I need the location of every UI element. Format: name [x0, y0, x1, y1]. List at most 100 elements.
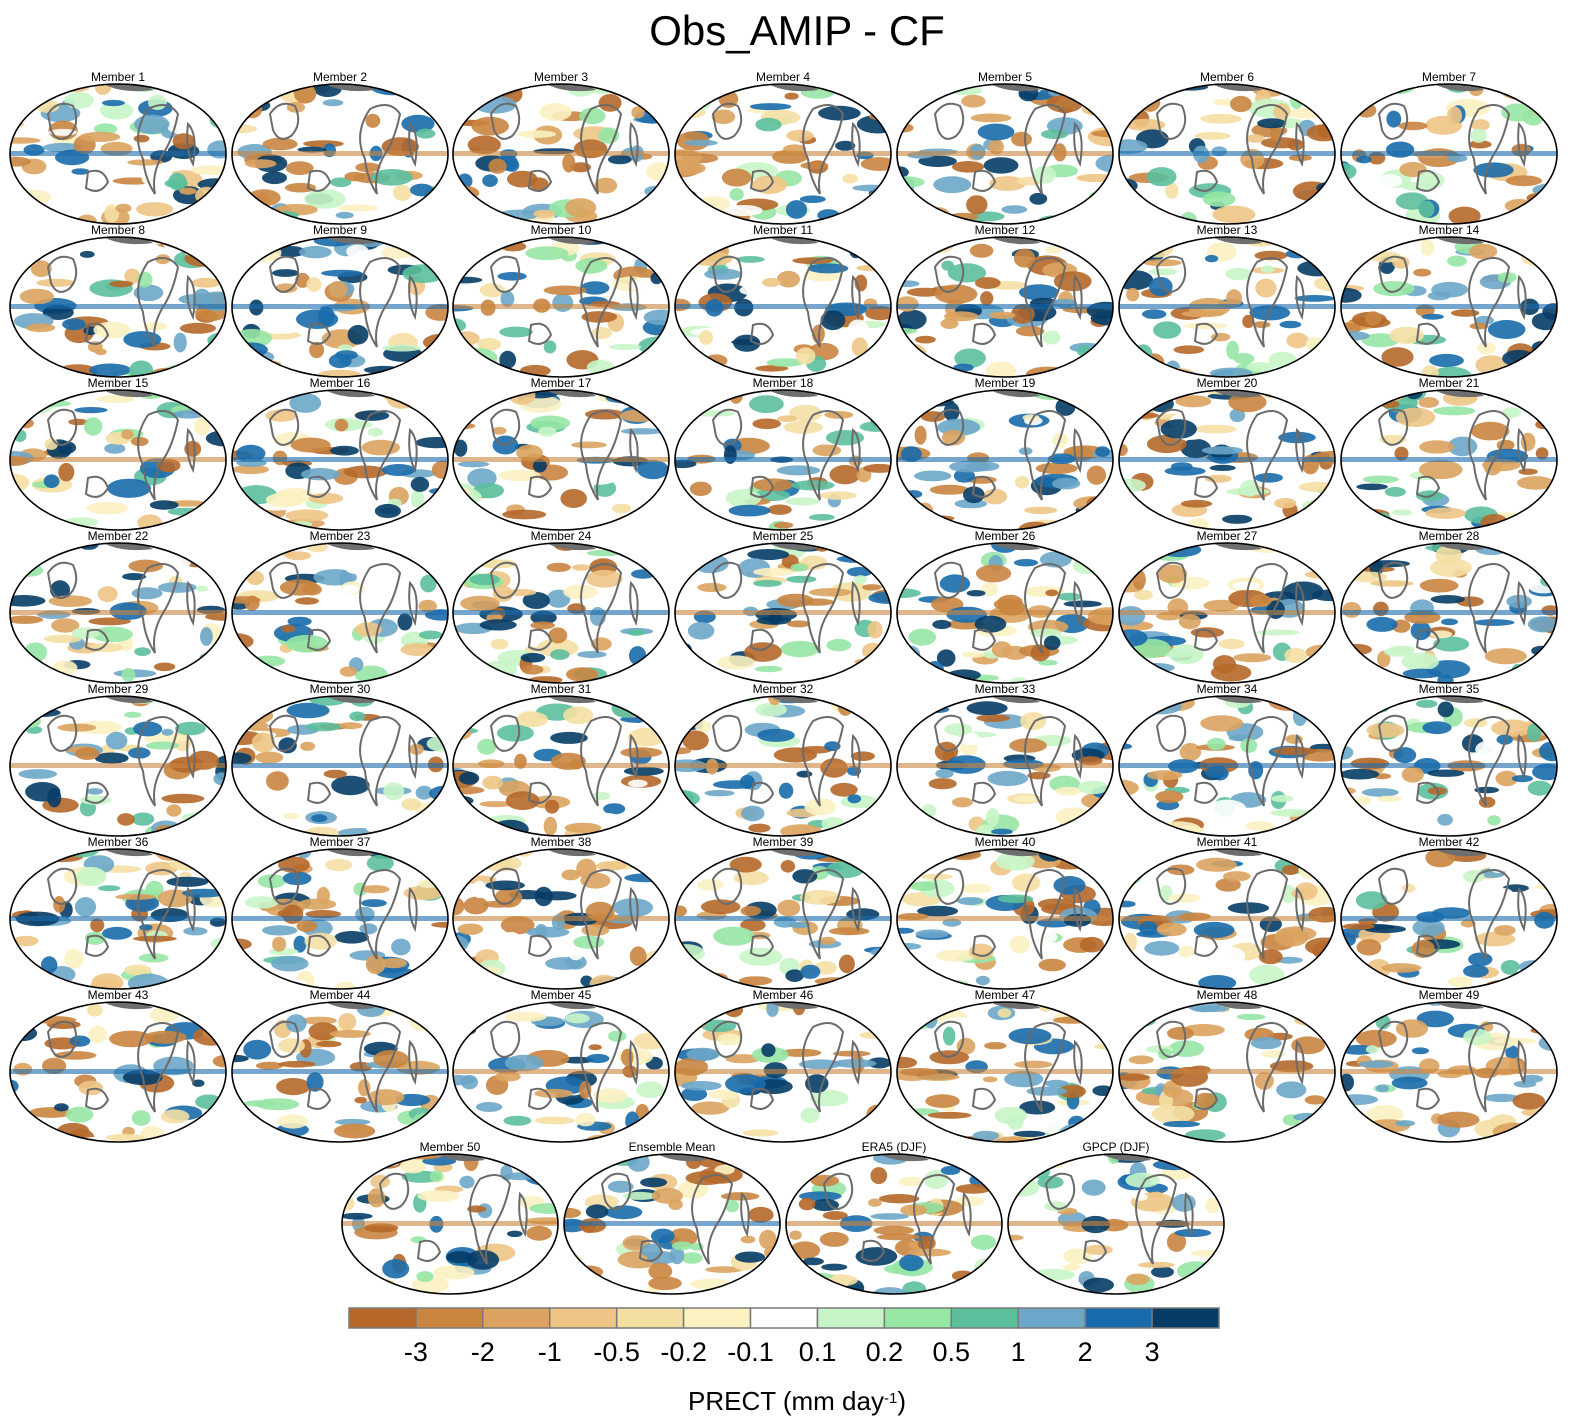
panel-label: Member 15	[88, 376, 149, 390]
colorbar-swatch	[482, 1307, 551, 1329]
panel-label: Ensemble Mean	[629, 1140, 716, 1154]
map-panel: Member 50	[341, 1140, 559, 1295]
panel-label: Member 29	[88, 682, 149, 696]
panel-label: Member 49	[1419, 988, 1480, 1002]
colorbar-swatch	[749, 1307, 819, 1329]
panel-label: Member 3	[534, 70, 588, 84]
colorbar-tick-label: 3	[1145, 1337, 1160, 1367]
panel-label: Member 48	[1197, 988, 1258, 1002]
colorbar-tick-label: -2	[471, 1337, 495, 1367]
colorbar-swatch	[615, 1307, 685, 1329]
panel-label: Member 25	[753, 529, 814, 543]
colorbar-tick-label: 0.5	[933, 1337, 971, 1367]
colorbar-tick-label: 0.2	[866, 1337, 904, 1367]
panel-label: Member 45	[531, 988, 592, 1002]
colorbar-tick-label: -0.2	[660, 1337, 707, 1367]
colorbar-swatch	[950, 1307, 1019, 1329]
colorbar-swatch	[549, 1307, 618, 1329]
colorbar-swatch	[1151, 1307, 1220, 1329]
colorbar-tick-label: 1	[1011, 1337, 1026, 1367]
map-panel: Member 46	[674, 988, 892, 1143]
map-panel: Member 28	[1340, 529, 1558, 684]
panel-label: Member 36	[88, 835, 149, 849]
colorbar-tick-label: 2	[1078, 1337, 1093, 1367]
panel-label: Member 26	[975, 529, 1036, 543]
map-panel: Member 27	[1118, 529, 1336, 684]
colorbar-tick-label: -0.5	[593, 1337, 640, 1367]
panel-label: Member 31	[531, 682, 592, 696]
panel-label: Member 42	[1419, 835, 1480, 849]
panel-label: Member 40	[975, 835, 1036, 849]
panel-label: Member 23	[310, 529, 371, 543]
panel-label: ERA5 (DJF)	[862, 1140, 927, 1154]
panel-label: Member 35	[1419, 682, 1480, 696]
panel-label: Member 37	[310, 835, 371, 849]
panel-label: Member 38	[531, 835, 592, 849]
colorbar-swatch	[1084, 1307, 1153, 1329]
map-panel: Member 6	[1118, 70, 1336, 225]
panel-label: GPCP (DJF)	[1082, 1140, 1149, 1154]
map-panel: Member 44	[231, 988, 449, 1143]
map-panel: Member 42	[1340, 835, 1558, 990]
panel-label: Member 8	[91, 223, 145, 237]
colorbar-swatch	[1017, 1307, 1086, 1329]
map-panel: Member 1	[9, 70, 227, 225]
map-panel: Member 24	[452, 529, 670, 684]
panel-label: Member 7	[1422, 70, 1476, 84]
colorbar-tick-label: -1	[538, 1337, 562, 1367]
map-panel: Member 21	[1340, 376, 1558, 531]
panel-label: Member 13	[1197, 223, 1258, 237]
map-panel: Ensemble Mean	[563, 1140, 781, 1295]
map-panel: Member 40	[896, 835, 1114, 990]
colorbar-swatch	[415, 1307, 484, 1329]
panel-label: Member 20	[1197, 376, 1258, 390]
colorbar-swatch	[883, 1307, 953, 1329]
panel-label: Member 24	[531, 529, 592, 543]
panel-label: Member 16	[310, 376, 371, 390]
panel-label: Member 50	[420, 1140, 481, 1154]
map-panel: Member 3	[452, 70, 670, 225]
map-panel: Member 26	[896, 529, 1114, 684]
panel-label: Member 39	[753, 835, 814, 849]
figure-title: Obs_AMIP - CF	[649, 7, 945, 54]
map-panel: Member 18	[674, 376, 892, 531]
map-panel: Member 49	[1340, 988, 1558, 1143]
map-panel: Member 23	[231, 529, 449, 684]
panel-label: Member 30	[310, 682, 371, 696]
colorbar-tick-label: 0.1	[799, 1337, 837, 1367]
panel-label: Member 10	[531, 223, 592, 237]
panel-label: Member 21	[1419, 376, 1480, 390]
map-panel: Member 10	[452, 223, 670, 378]
map-panel: Member 11	[674, 223, 892, 378]
panel-label: Member 2	[313, 70, 367, 84]
map-panel: Member 14	[1340, 223, 1558, 378]
map-panel: Member 16	[231, 376, 449, 531]
panel-label: Member 32	[753, 682, 814, 696]
panel-label: Member 43	[88, 988, 149, 1002]
panel-label: Member 18	[753, 376, 814, 390]
colorbar-swatch	[816, 1307, 886, 1329]
colorbar-swatch	[348, 1307, 417, 1329]
panel-label: Member 19	[975, 376, 1036, 390]
panel-label: Member 12	[975, 223, 1036, 237]
panel-label: Member 41	[1197, 835, 1258, 849]
panel-label: Member 6	[1200, 70, 1254, 84]
colorbar-label: PRECT (mm day-1)	[687, 1386, 906, 1416]
panel-label: Member 14	[1419, 223, 1480, 237]
map-panel: Member 30	[231, 682, 449, 837]
colorbar-tick-label: -3	[404, 1337, 428, 1367]
panel-label: Member 4	[756, 70, 810, 84]
panel-label: Member 5	[978, 70, 1032, 84]
panel-label: Member 34	[1197, 682, 1258, 696]
map-panel: Member 9	[231, 223, 449, 378]
map-panel: Member 29	[9, 682, 227, 837]
panel-label: Member 33	[975, 682, 1036, 696]
panel-label: Member 46	[753, 988, 814, 1002]
panel-label: Member 47	[975, 988, 1036, 1002]
map-panel: Member 37	[231, 835, 449, 990]
panel-label: Member 11	[753, 223, 813, 237]
panel-label: Member 1	[91, 70, 145, 84]
panel-label: Member 44	[310, 988, 371, 1002]
